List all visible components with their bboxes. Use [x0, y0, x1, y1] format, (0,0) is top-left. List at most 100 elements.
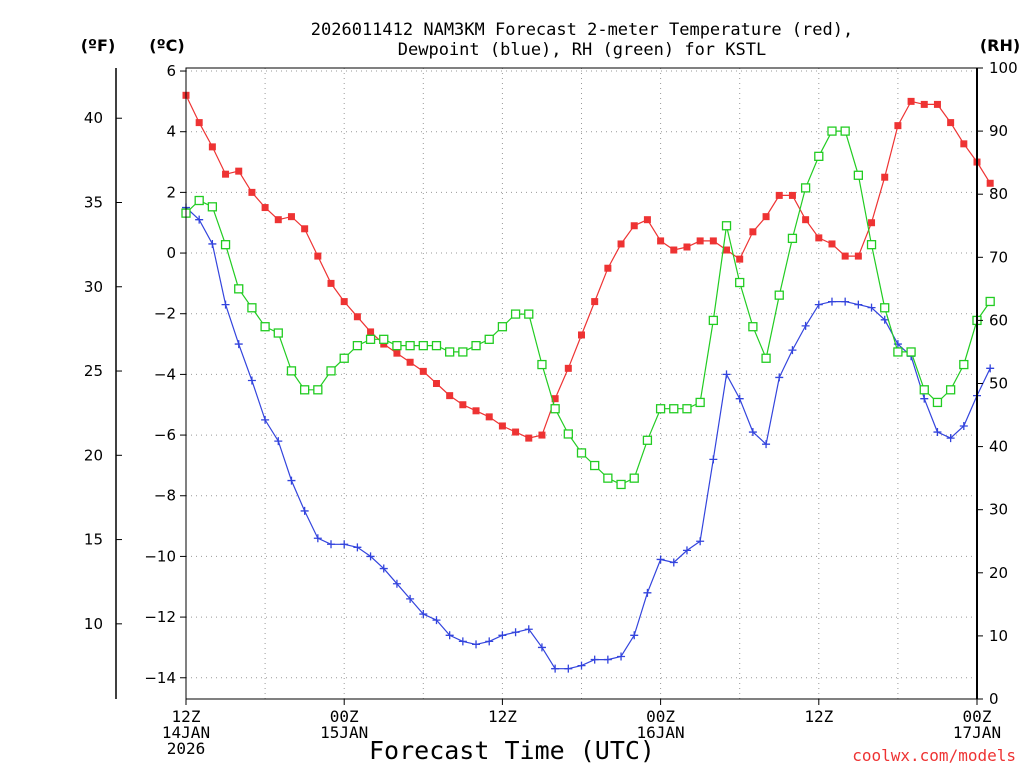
2-meter-temperature-point: [907, 97, 915, 105]
rh-point: [985, 296, 995, 307]
celsius-tick-label: 4: [166, 123, 176, 141]
rh-point: [286, 366, 297, 376]
dewpoint-point: [261, 415, 270, 424]
2-meter-temperature-point: [222, 170, 230, 178]
2-meter-temperature-point: [564, 364, 572, 372]
2-meter-temperature-point: [723, 246, 731, 254]
2-meter-temperature-point: [841, 252, 849, 260]
rh-point: [880, 303, 890, 313]
rh-point: [945, 385, 956, 395]
fahrenheit-unit-label: (ºF): [81, 36, 116, 55]
dewpoint-point: [762, 440, 771, 449]
2-meter-temperature-point: [762, 213, 770, 221]
rh-tick-label: 60: [989, 311, 1008, 329]
dewpoint-point: [366, 552, 375, 561]
celsius-tick-label: −8: [154, 487, 176, 505]
2-meter-temperature-point: [551, 395, 559, 403]
x-tick-label: 00Z 16JAN: [637, 707, 685, 742]
rh-point: [735, 277, 745, 288]
dewpoint-point: [458, 637, 467, 646]
x-tick-label-line: 2026: [167, 739, 206, 758]
rh-point: [484, 334, 494, 344]
2-meter-temperature-point: [683, 243, 691, 251]
series-layer: [181, 91, 995, 673]
rh-tick-label: 0: [989, 690, 999, 708]
dewpoint-point: [221, 300, 230, 309]
2-meter-temperature-point: [947, 119, 955, 127]
x-tick-label: 00Z 17JAN: [953, 707, 1001, 742]
dewpoint-point: [748, 428, 757, 437]
dewpoint-point: [195, 215, 204, 224]
dewpoint-point: [247, 376, 256, 385]
2-meter-temperature-point: [274, 216, 282, 224]
2-meter-temperature-point: [485, 413, 493, 421]
2-meter-temperature-point: [630, 222, 638, 230]
dewpoint-point: [709, 455, 718, 464]
rh-point: [299, 385, 310, 395]
dewpoint-point: [537, 643, 546, 652]
dewpoint-point: [379, 564, 388, 573]
rh-point: [497, 322, 508, 332]
2-meter-temperature-point: [432, 380, 440, 387]
rh-point: [959, 359, 969, 370]
rh-point: [655, 404, 666, 414]
rh-point: [273, 328, 283, 338]
2-meter-temperature-point: [802, 216, 810, 224]
2-meter-temperature-point: [828, 240, 836, 248]
celsius-tick-label: −14: [144, 669, 176, 687]
2-meter-temperature-point: [709, 237, 717, 245]
celsius-tick-label: −10: [144, 547, 176, 565]
rh-point: [708, 315, 718, 326]
2-meter-temperature-point: [986, 179, 994, 187]
rh-point: [774, 290, 784, 300]
dewpoint-point: [511, 628, 520, 637]
dewpoint-point: [603, 655, 612, 664]
dewpoint-point: [274, 437, 283, 446]
2-meter-temperature-point: [617, 240, 625, 248]
2-meter-temperature-point: [643, 216, 651, 224]
rh-point: [616, 479, 626, 490]
rh-tick-label: 40: [989, 438, 1008, 456]
dewpoint-point: [920, 394, 929, 403]
rh-point: [550, 404, 560, 414]
fahrenheit-tick-label: 15: [84, 531, 103, 549]
2-meter-temperature-point: [314, 252, 322, 260]
dewpoint-point: [419, 610, 428, 619]
fahrenheit-tick-label: 35: [84, 193, 103, 211]
dewpoint-point: [933, 428, 942, 437]
dewpoint-point: [986, 364, 995, 373]
rh-point: [339, 353, 349, 363]
rh-point: [431, 340, 442, 351]
x-tick-label-line: 00Z: [646, 707, 675, 726]
rh-point: [234, 284, 244, 294]
2-meter-temperature-point: [696, 237, 704, 245]
rh-point: [629, 473, 639, 483]
2-meter-temperature-point: [472, 407, 480, 415]
dewpoint-point: [472, 640, 481, 649]
dewpoint-point: [854, 300, 863, 309]
2-meter-temperature-point: [208, 143, 216, 151]
dewpoint-point: [551, 664, 560, 673]
dewpoint-point: [406, 594, 415, 603]
rh-point: [576, 448, 587, 458]
rh-tick-label: 20: [989, 564, 1008, 582]
x-tick-label: 00Z 15JAN: [320, 707, 368, 742]
x-axis-label: Forecast Time (UTC): [369, 736, 655, 765]
dewpoint-series: [182, 203, 995, 673]
dewpoint-point: [814, 300, 823, 309]
rh-point: [524, 309, 534, 319]
dewpoint-point: [392, 579, 401, 588]
dewpoint-point: [445, 631, 454, 640]
dewpoint-point: [722, 370, 731, 379]
rh-point: [919, 385, 929, 395]
dewpoint-point: [432, 616, 441, 625]
2-meter-temperature-point: [195, 119, 203, 127]
dewpoint-point: [735, 394, 744, 403]
dewpoint-point: [234, 340, 243, 349]
dewpoint-point: [340, 540, 349, 549]
axes: −14 −12 −10 −8 −6 −4 −2 0 2 4 6 10 15 20 25 30 35 40 0 10 20…: [84, 59, 1018, 758]
2-meter-temperature-point: [459, 401, 467, 409]
rh-point: [405, 340, 415, 351]
x-tick-label-line: 12Z: [804, 707, 833, 726]
